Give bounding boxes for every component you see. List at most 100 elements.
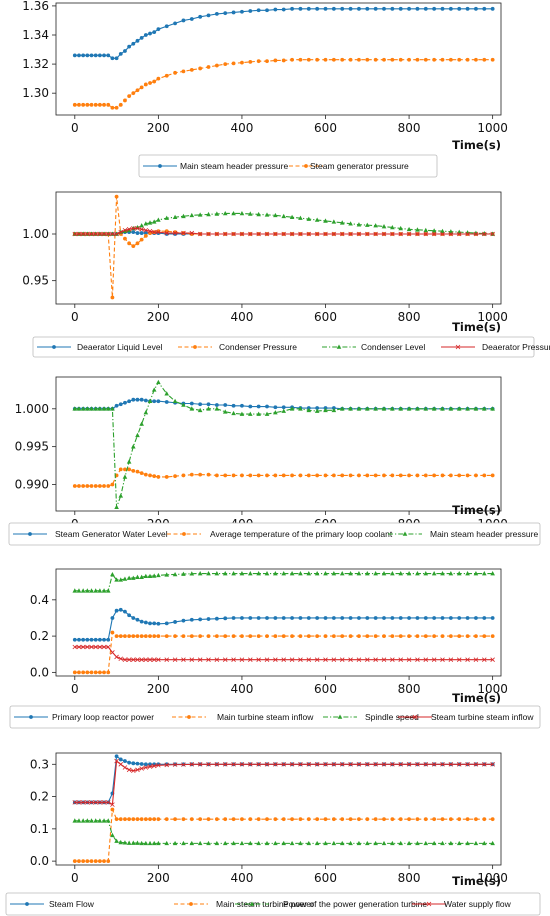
data-point [474, 57, 478, 62]
data-point [440, 231, 445, 237]
data-point [415, 817, 420, 822]
data-point [440, 6, 445, 11]
data-point [448, 231, 454, 237]
data-point [331, 571, 337, 576]
x-tick-label: 1000 [477, 871, 508, 885]
data-point [281, 817, 286, 822]
data-point [357, 57, 361, 62]
data-point [206, 657, 211, 662]
data-point [72, 231, 78, 237]
data-point [465, 406, 470, 411]
data-point [473, 406, 479, 411]
data-point [482, 616, 487, 620]
data-point [72, 818, 78, 823]
data-point [181, 402, 186, 407]
x-tick-label: 1000 [477, 310, 508, 324]
data-point [206, 402, 211, 407]
data-point [256, 473, 261, 478]
data-point [331, 634, 336, 639]
data-point [348, 840, 353, 846]
data-point [156, 379, 161, 385]
legend-marker [455, 344, 461, 350]
data-point [364, 840, 370, 846]
data-point [314, 231, 320, 237]
data-point [76, 231, 82, 237]
data-point [448, 616, 453, 620]
data-point [373, 223, 378, 228]
data-point [407, 817, 411, 822]
y-tick-label: 0.990 [15, 478, 49, 492]
x-tick-label: 1000 [477, 682, 508, 696]
data-point [118, 607, 123, 612]
data-point [122, 474, 128, 479]
data-point [198, 817, 203, 822]
data-point [415, 840, 420, 846]
data-point [339, 231, 345, 237]
data-point [457, 634, 462, 639]
data-point [298, 657, 303, 662]
data-point [189, 68, 194, 72]
data-point [456, 840, 462, 846]
data-point [231, 403, 236, 408]
data-point [126, 459, 132, 464]
data-point [151, 657, 157, 662]
legend-marker [182, 532, 186, 536]
data-point [465, 616, 470, 620]
data-point [189, 840, 195, 846]
legend-marker [52, 345, 56, 349]
data-point [423, 406, 429, 411]
data-point [114, 758, 119, 764]
data-point [101, 818, 107, 823]
data-point [323, 762, 328, 767]
data-point [256, 404, 261, 409]
data-point [114, 838, 119, 843]
data-point [390, 57, 395, 62]
data-point [222, 210, 228, 216]
data-point [72, 588, 78, 593]
data-point [490, 840, 495, 846]
data-point [76, 644, 82, 650]
data-point [315, 406, 320, 410]
data-point [473, 762, 479, 767]
data-point [114, 577, 119, 582]
data-point [239, 762, 245, 767]
data-point [189, 571, 195, 576]
data-point [114, 634, 119, 639]
data-point [164, 817, 169, 822]
data-point [415, 57, 420, 62]
data-point [102, 637, 106, 642]
data-point [143, 398, 148, 403]
data-point [315, 6, 320, 11]
data-point [164, 24, 169, 29]
data-point [448, 6, 453, 11]
data-point [240, 817, 244, 822]
data-point [164, 230, 170, 236]
data-point [315, 634, 320, 639]
data-point [152, 399, 157, 404]
data-point [415, 231, 420, 237]
data-point [473, 657, 479, 662]
data-point [456, 231, 462, 237]
data-point [214, 231, 220, 237]
data-point [85, 406, 90, 411]
data-point [143, 762, 148, 767]
data-point [147, 220, 153, 225]
data-point [381, 840, 387, 846]
data-point [135, 817, 140, 822]
data-point [156, 634, 161, 639]
data-point [214, 406, 220, 411]
data-point [143, 765, 149, 770]
data-point [80, 231, 86, 237]
data-point [85, 800, 90, 805]
data-point [357, 6, 361, 11]
data-point [415, 657, 420, 662]
data-point [231, 571, 236, 576]
data-point [118, 762, 124, 767]
data-point [143, 231, 148, 235]
data-point [93, 588, 98, 593]
data-point [298, 231, 303, 237]
data-point [273, 405, 278, 410]
data-point [93, 53, 98, 58]
data-point [222, 231, 228, 237]
data-point [490, 6, 495, 11]
